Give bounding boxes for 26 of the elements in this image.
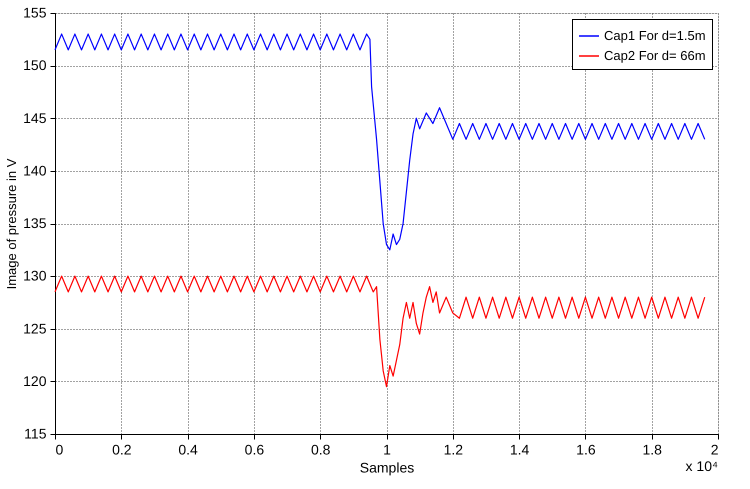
line-series (54, 276, 706, 388)
y-axis-title: Image of pressure in V (4, 158, 20, 290)
x-tick-label: 1.8 (642, 442, 662, 458)
y-tick-label: 125 (23, 320, 47, 336)
x-tick-label: 1 (383, 442, 392, 458)
text: x 10⁴ (686, 458, 718, 474)
y-tick-label: 135 (23, 215, 47, 231)
x-tick-label: 2 (710, 442, 719, 458)
y-tick-label: 120 (23, 372, 47, 389)
legend-label: Cap2 For d= 66m (604, 48, 706, 63)
y-tick-label: 115 (24, 426, 47, 442)
x-axis-title: Samples (360, 460, 414, 476)
x-tick-label: 1.6 (576, 442, 596, 458)
x-tick-label: 0 (56, 442, 64, 458)
x-tick-label: 0.6 (244, 442, 264, 458)
y-tick-label: 155 (23, 4, 47, 20)
x-tick-label: 1.4 (510, 442, 530, 458)
x-tick-label: 0.8 (310, 442, 331, 458)
legend-label: Cap1 For d=1.5m (604, 28, 706, 43)
y-tick-label: 145 (23, 110, 47, 126)
x-tick-label: 0.2 (112, 442, 132, 458)
y-tick-label: 130 (23, 268, 47, 284)
x-tick-label: 0.4 (178, 442, 198, 458)
y-tick-label: 140 (23, 162, 47, 178)
y-tick-label: 150 (23, 57, 47, 74)
x-tick-label: 1.2 (444, 442, 464, 458)
